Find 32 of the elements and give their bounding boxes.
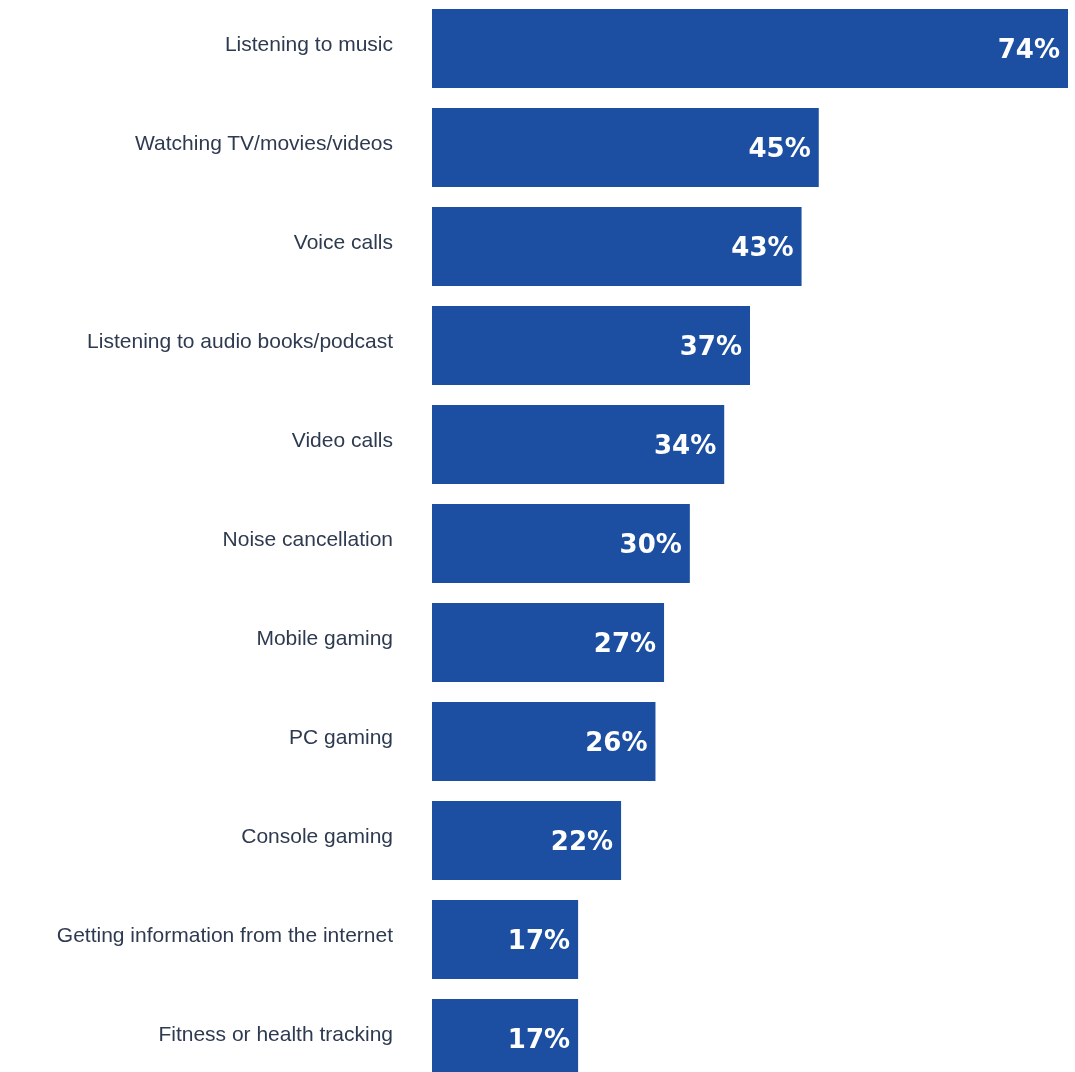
bar xyxy=(432,306,750,385)
y-tick-label: Voice calls xyxy=(293,229,393,253)
data-label: 34% xyxy=(653,430,717,460)
y-tick-label: Video calls xyxy=(291,427,393,451)
bar xyxy=(432,108,819,187)
data-label: 30% xyxy=(619,529,682,559)
data-label: 26% xyxy=(585,727,648,757)
data-label: 22% xyxy=(550,826,614,856)
y-tick-label: Fitness or health tracking xyxy=(158,1021,393,1045)
bar xyxy=(432,801,622,880)
data-label: 17% xyxy=(507,1024,571,1054)
bar xyxy=(432,9,1068,88)
y-tick-label: Console gaming xyxy=(241,823,393,847)
bar xyxy=(432,702,656,781)
y-tick-label: Listening to music xyxy=(224,31,393,55)
bar xyxy=(432,405,725,484)
y-tick-label: Listening to audio books/podcast xyxy=(87,328,394,352)
data-label: 43% xyxy=(731,232,794,262)
bar xyxy=(432,603,665,682)
y-tick-label: Mobile gaming xyxy=(256,625,393,649)
y-tick-label: Noise cancellation xyxy=(222,526,393,550)
y-tick-label: Getting information from the internet xyxy=(56,922,394,946)
bar xyxy=(432,504,690,583)
data-label: 27% xyxy=(593,628,657,658)
data-label: 37% xyxy=(679,331,742,361)
data-label: 17% xyxy=(507,925,571,955)
bar xyxy=(432,207,802,286)
y-tick-label: PC gaming xyxy=(289,724,393,748)
y-tick-label: Watching TV/movies/videos xyxy=(135,130,393,154)
bar xyxy=(432,900,579,979)
data-label: 45% xyxy=(748,133,811,163)
data-label: 74% xyxy=(997,34,1060,64)
